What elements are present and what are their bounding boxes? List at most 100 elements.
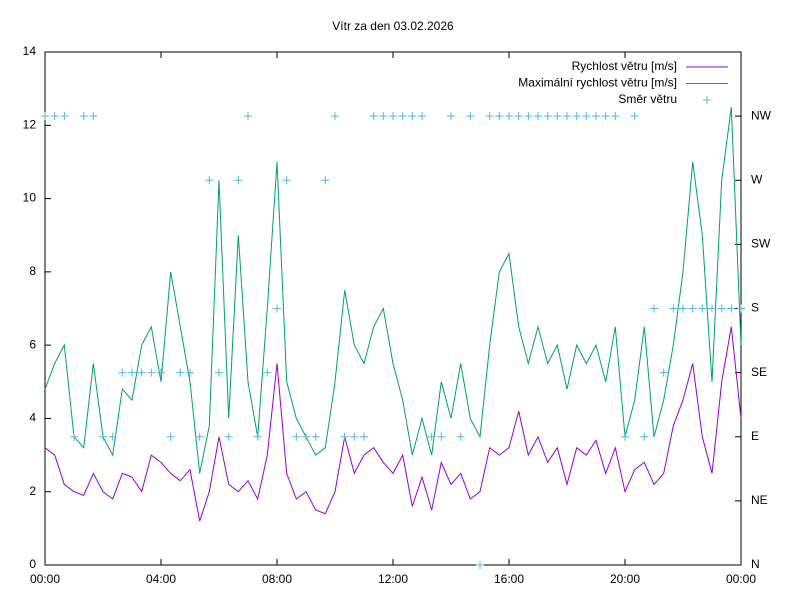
direction-marker [679, 304, 687, 313]
x-tick-label: 20:00 [610, 572, 640, 586]
direction-marker [495, 112, 504, 121]
direction-marker [234, 176, 243, 185]
direction-marker [408, 112, 417, 121]
direction-marker [195, 432, 204, 441]
direction-marker [292, 432, 301, 441]
direction-marker [273, 304, 281, 313]
direction-marker [99, 432, 107, 441]
chart-title: Vítr za den 03.02.2026 [332, 19, 454, 33]
legend-marker [703, 96, 711, 104]
direction-marker [128, 368, 136, 377]
legend-label: Směr větru [618, 92, 677, 106]
direction-marker [340, 432, 349, 441]
x-tick-label: 00:00 [726, 572, 756, 586]
direction-marker [321, 176, 330, 185]
y-tick-label: 4 [29, 411, 36, 425]
y-tick-label: 0 [29, 557, 36, 571]
direction-marker [253, 432, 262, 441]
direction-marker [350, 432, 359, 441]
direction-marker [698, 304, 707, 313]
direction-marker [176, 368, 185, 377]
y-tick-label: 14 [23, 44, 37, 58]
direction-marker [331, 112, 339, 121]
direction-marker [263, 368, 272, 377]
direction-marker [166, 432, 175, 441]
direction-marker [466, 112, 475, 121]
y-tick-label: 6 [29, 337, 36, 351]
y2-tick-label: SE [751, 365, 767, 379]
direction-marker [157, 368, 165, 377]
direction-marker [89, 112, 98, 121]
direction-marker [311, 432, 320, 441]
direction-marker [514, 112, 523, 121]
direction-marker [41, 112, 49, 121]
direction-marker [456, 432, 465, 441]
y-tick-label: 12 [23, 117, 37, 131]
direction-marker [398, 112, 407, 121]
direction-marker [630, 112, 639, 121]
y-tick-label: 10 [23, 191, 37, 205]
direction-marker [186, 368, 194, 377]
y2-tick-label: S [751, 301, 759, 315]
y2-tick-label: SW [751, 237, 771, 251]
direction-marker [360, 432, 368, 441]
direction-marker [688, 304, 697, 313]
direction-marker [437, 432, 446, 441]
direction-marker [118, 368, 127, 377]
direction-marker [524, 112, 533, 121]
direction-marker [621, 432, 629, 441]
direction-marker [389, 112, 397, 121]
direction-marker [282, 176, 291, 185]
legend-label: Maximální rychlost větru [m/s] [518, 76, 677, 90]
direction-marker [70, 432, 78, 441]
direction-marker [582, 112, 591, 121]
direction-marker [215, 368, 223, 377]
series-line [44, 326, 742, 522]
direction-marker [427, 432, 436, 441]
direction-marker [553, 112, 562, 121]
direction-marker [302, 432, 310, 441]
direction-marker [244, 112, 252, 121]
legend-label: Rychlost větru [m/s] [572, 59, 677, 73]
y2-tick-label: E [751, 429, 759, 443]
y-tick-label: 8 [29, 264, 36, 278]
direction-marker [611, 112, 620, 121]
y2-tick-label: W [751, 172, 763, 186]
x-tick-label: 16:00 [494, 572, 524, 586]
direction-marker [79, 112, 88, 121]
direction-marker [108, 432, 117, 441]
direction-marker [379, 112, 388, 121]
direction-marker [650, 304, 658, 313]
direction-marker [592, 112, 600, 121]
x-tick-label: 08:00 [262, 572, 292, 586]
direction-marker [669, 304, 678, 313]
direction-marker [224, 432, 233, 441]
direction-marker [534, 112, 542, 121]
direction-marker [659, 368, 668, 377]
direction-marker [563, 112, 571, 121]
direction-marker [485, 112, 494, 121]
y2-tick-label: N [751, 557, 760, 571]
direction-marker [147, 368, 156, 377]
direction-marker [476, 561, 484, 569]
y2-tick-label: NW [751, 108, 772, 122]
direction-marker [505, 112, 513, 121]
direction-marker [572, 112, 581, 121]
direction-marker [640, 432, 649, 441]
direction-marker [205, 176, 214, 185]
direction-marker [418, 112, 426, 121]
direction-marker [601, 112, 610, 121]
direction-marker [717, 304, 726, 313]
x-tick-label: 00:00 [30, 572, 60, 586]
y2-tick-label: NE [751, 493, 768, 507]
direction-marker [60, 112, 69, 121]
direction-marker [50, 112, 59, 121]
y-tick-label: 2 [29, 484, 36, 498]
x-tick-label: 12:00 [378, 572, 408, 586]
direction-marker [708, 304, 716, 313]
direction-marker [447, 112, 455, 121]
direction-marker [369, 112, 378, 121]
direction-marker [543, 112, 552, 121]
